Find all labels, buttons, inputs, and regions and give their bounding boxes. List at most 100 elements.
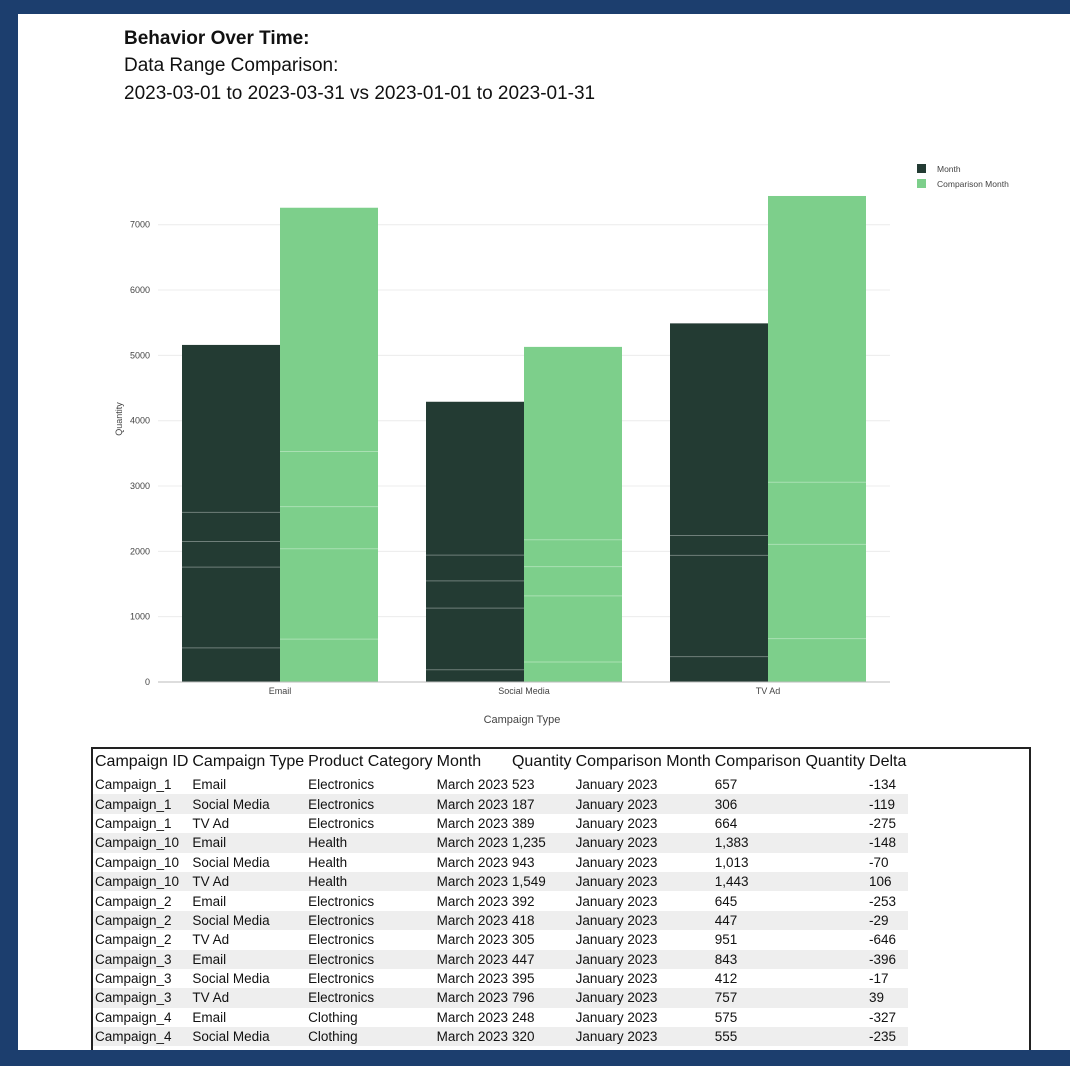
- table-cell: Electronics: [308, 815, 375, 831]
- table-cell: Email: [192, 777, 227, 793]
- table-cell: Electronics: [306, 794, 435, 814]
- data-table-container[interactable]: Campaign ID Campaign Type Product Category…: [91, 747, 1031, 1050]
- table-row: Campaign_4 Social Media Clothing March 2023…: [93, 1027, 909, 1047]
- table-cell: 1,013: [714, 854, 749, 870]
- bottom-frame: [0, 1050, 1070, 1066]
- table-cell: March 2023: [436, 815, 508, 831]
- column-header[interactable]: Month: [436, 753, 482, 770]
- column-header[interactable]: Campaign Type: [192, 753, 305, 770]
- table-cell: Campaign_10: [93, 871, 191, 892]
- table-cell: 664: [714, 815, 738, 831]
- table-cell: 392: [511, 893, 535, 909]
- table-body: Campaign_1 Email Electronics March 2023 523 J…: [93, 775, 909, 1047]
- table-cell: Campaign_1: [95, 777, 172, 793]
- table-cell: 523: [511, 777, 535, 793]
- table-cell: 843: [712, 949, 868, 969]
- x-tick-label: Social Media: [498, 686, 550, 696]
- table-row: Campaign_10 Social Media Health March 2023 9…: [93, 853, 908, 872]
- table-cell: 305: [511, 932, 535, 948]
- table-cell: March 2023: [434, 949, 510, 969]
- legend-label: Comparison Month: [937, 179, 1009, 189]
- column-header[interactable]: Product Category: [308, 753, 433, 770]
- y-tick-label: 0: [145, 677, 150, 687]
- table-row: Campaign_10 Email Health March 2023 1,235 Jan…: [93, 833, 909, 853]
- table-cell: Campaign_4: [95, 1009, 172, 1025]
- table-cell: Campaign_4: [93, 1027, 191, 1047]
- table-cell: -253: [869, 893, 897, 909]
- table-cell: January 2023: [573, 794, 713, 814]
- table-cell: -119: [867, 794, 909, 814]
- table-cell: 757: [712, 988, 868, 1008]
- table-cell: 418: [509, 910, 574, 931]
- bar-comparison-month: [280, 207, 378, 682]
- column-header[interactable]: Campaign ID: [95, 753, 189, 770]
- table-row: Campaign_3 Social Media Electronics March 2…: [93, 969, 908, 988]
- table-cell: -646: [869, 932, 897, 948]
- column-header[interactable]: Delta: [869, 753, 907, 770]
- column-header[interactable]: Comparison Quantity: [714, 753, 866, 770]
- table-cell: Electronics: [306, 910, 435, 931]
- legend-label: Month: [937, 164, 961, 174]
- table-cell: Social Media: [190, 910, 307, 931]
- legend-swatch: [917, 164, 926, 173]
- table-cell: 645: [714, 893, 738, 909]
- table-cell: Campaign_3: [93, 988, 191, 1008]
- table-cell: 575: [714, 1009, 738, 1025]
- table-cell: 1,383: [712, 833, 868, 853]
- table-cell: Campaign_2: [95, 893, 172, 909]
- table-cell: March 2023: [434, 833, 510, 853]
- table-cell: Electronics: [306, 988, 435, 1008]
- bar-month: [670, 323, 768, 682]
- table-cell: 412: [714, 971, 738, 987]
- table-cell: Electronics: [308, 971, 375, 987]
- table-cell: January 2023: [575, 815, 658, 831]
- table-cell: 796: [509, 988, 574, 1008]
- table-cell: Health: [306, 833, 435, 853]
- table-cell: TV Ad: [192, 932, 230, 948]
- table-cell: Electronics: [306, 949, 435, 969]
- report-subtitle: Data Range Comparison:: [124, 55, 339, 76]
- table-cell: Campaign_10: [93, 833, 191, 853]
- x-tick-label: Email: [269, 686, 292, 696]
- table-cell: -148: [867, 833, 909, 853]
- bar-chart: 0 1000 2000 3000 4000 5000 6000 7000 Email Social…: [114, 164, 1009, 726]
- table-cell: TV Ad: [192, 815, 230, 831]
- table-cell: 943: [511, 854, 535, 870]
- report-title: Behavior Over Time:: [124, 28, 310, 49]
- table-cell: Social Media: [190, 794, 307, 814]
- table-cell: 447: [509, 949, 574, 969]
- legend-swatch: [917, 179, 926, 188]
- table-cell: 951: [714, 932, 738, 948]
- table-cell: March 2023: [434, 910, 510, 931]
- table-cell: January 2023: [575, 971, 658, 987]
- table-cell: Clothing: [308, 1009, 358, 1025]
- table-cell: January 2023: [573, 988, 713, 1008]
- table-cell: January 2023: [573, 910, 713, 931]
- table-row: Campaign_3 Email Electronics March 2023 447 J…: [93, 949, 909, 969]
- table-cell: March 2023: [436, 932, 508, 948]
- column-header[interactable]: Comparison Month: [575, 753, 711, 770]
- table-cell: 1,235: [509, 833, 574, 853]
- bar-month: [182, 344, 280, 682]
- table-cell: 187: [509, 794, 574, 814]
- table-cell: Health: [306, 871, 435, 892]
- table-cell: Email: [190, 949, 307, 969]
- y-tick-label: 2000: [130, 546, 150, 556]
- table-cell: Campaign_3: [95, 971, 172, 987]
- table-cell: March 2023: [436, 777, 508, 793]
- y-tick-label: 3000: [130, 481, 150, 491]
- table-row: Campaign_2 Email Electronics March 2023 392 J…: [93, 891, 908, 910]
- table-cell: -235: [867, 1027, 909, 1047]
- table-cell: 39: [867, 988, 909, 1008]
- table-cell: -396: [867, 949, 909, 969]
- table-cell: TV Ad: [190, 988, 307, 1008]
- table-cell: -70: [869, 854, 889, 870]
- table-cell: Electronics: [308, 777, 375, 793]
- table-row: Campaign_1 TV Ad Electronics March 2023 389 J…: [93, 814, 908, 833]
- report-header: Behavior Over Time: Data Range Compariso…: [124, 26, 595, 108]
- table-cell: 306: [712, 794, 868, 814]
- table-cell: Electronics: [308, 893, 375, 909]
- table-cell: March 2023: [434, 794, 510, 814]
- column-header[interactable]: Quantity: [511, 753, 572, 770]
- x-tick-label: TV Ad: [756, 686, 781, 696]
